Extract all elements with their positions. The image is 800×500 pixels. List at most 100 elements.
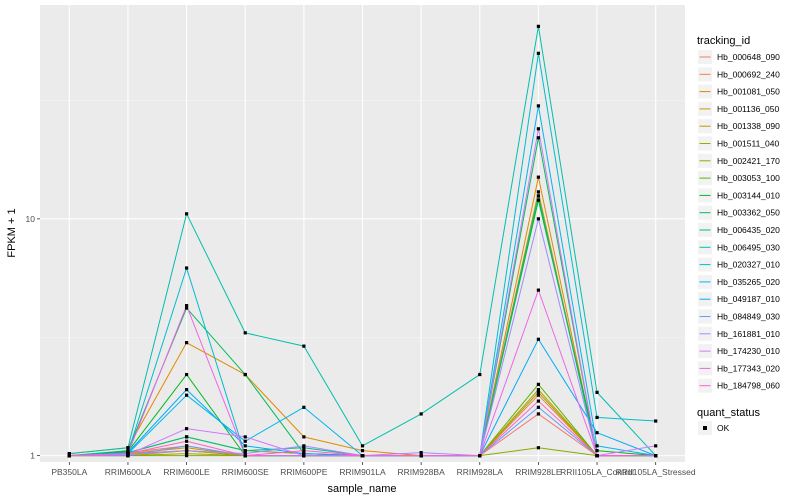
data-point bbox=[126, 449, 130, 453]
data-point bbox=[243, 331, 247, 335]
data-point bbox=[536, 446, 541, 450]
data-point bbox=[595, 444, 599, 448]
x-tick-label: PB350LA bbox=[51, 467, 87, 477]
gridlines bbox=[40, 5, 685, 462]
data-point bbox=[536, 288, 541, 292]
legend-title: tracking_id bbox=[697, 35, 750, 47]
data-point bbox=[184, 341, 189, 345]
x-tick-label: RRII105LA_Stressed bbox=[616, 467, 696, 477]
legend-label: Hb_001338_090 bbox=[717, 121, 780, 131]
data-point bbox=[654, 419, 658, 423]
x-tick-label: RRIM600LA bbox=[105, 467, 152, 477]
legend-label: Hb_000692_240 bbox=[717, 69, 780, 79]
data-point bbox=[67, 454, 71, 458]
data-point bbox=[536, 127, 541, 131]
data-point bbox=[184, 304, 189, 308]
x-tick-label: RRIM928LE bbox=[515, 467, 562, 477]
data-point bbox=[126, 446, 130, 450]
x-axis: PB350LA RRIM600LA RRIM600LE RRIM600SE RRIM60… bbox=[51, 462, 696, 477]
quant-status-title: quant_status bbox=[697, 407, 760, 419]
data-point bbox=[184, 435, 189, 439]
data-point bbox=[595, 449, 599, 453]
legend: tracking_id Hb_000648_090Hb_000692_240Hb… bbox=[697, 35, 780, 435]
data-point bbox=[595, 454, 599, 458]
data-point bbox=[536, 390, 541, 394]
data-point bbox=[536, 405, 541, 409]
y-axis: 1 10 bbox=[26, 214, 40, 461]
legend-label: Hb_084849_030 bbox=[717, 312, 780, 322]
data-point bbox=[184, 427, 189, 431]
data-point bbox=[302, 444, 306, 448]
data-point bbox=[126, 452, 130, 456]
data-point bbox=[654, 444, 658, 448]
legend-label: Hb_001511_040 bbox=[717, 139, 780, 149]
data-point bbox=[184, 393, 189, 397]
data-point bbox=[243, 372, 247, 377]
data-point bbox=[184, 454, 189, 458]
data-point bbox=[654, 454, 658, 458]
y-axis-title: FPKM + 1 bbox=[6, 208, 18, 257]
y-tick-label: 1 bbox=[30, 451, 35, 461]
data-point bbox=[536, 217, 541, 221]
data-point bbox=[184, 212, 189, 216]
data-point bbox=[243, 439, 247, 443]
legend-label: Hb_049187_010 bbox=[717, 294, 780, 304]
x-tick-label: RRIM600PE bbox=[280, 467, 328, 477]
data-point bbox=[536, 388, 541, 392]
data-point bbox=[184, 372, 189, 377]
data-point bbox=[243, 435, 247, 439]
x-axis-title: sample_name bbox=[327, 483, 396, 495]
legend-label: Hb_161881_010 bbox=[717, 329, 780, 339]
y-tick-label: 10 bbox=[26, 214, 36, 224]
x-tick-label: RRIM928BA bbox=[398, 467, 446, 477]
legend-label: Hb_006495_030 bbox=[717, 242, 780, 252]
data-point bbox=[243, 444, 247, 448]
data-point bbox=[536, 190, 541, 194]
data-point bbox=[536, 51, 541, 55]
data-point bbox=[360, 454, 365, 458]
x-tick-label: RRIM600LE bbox=[163, 467, 210, 477]
data-point bbox=[302, 446, 306, 450]
data-point bbox=[302, 435, 306, 439]
x-tick-label: RRIM600SE bbox=[222, 467, 270, 477]
data-point bbox=[243, 454, 247, 458]
legend-label: Hb_001081_050 bbox=[717, 87, 780, 97]
data-point bbox=[419, 451, 423, 455]
data-point bbox=[184, 449, 189, 453]
data-point bbox=[536, 382, 541, 386]
legend-label: Hb_001136_050 bbox=[717, 104, 780, 114]
data-points bbox=[67, 24, 658, 458]
data-point bbox=[243, 449, 247, 453]
data-point bbox=[419, 412, 423, 416]
legend-label: Hb_177343_020 bbox=[717, 363, 780, 373]
data-point bbox=[536, 24, 541, 28]
legend-label: Hb_003144_010 bbox=[717, 190, 780, 200]
legend-label: Hb_020327_010 bbox=[717, 260, 780, 270]
x-tick-label: RRIM901LA bbox=[339, 467, 386, 477]
data-point bbox=[478, 372, 482, 377]
legend-label: Hb_003362_050 bbox=[717, 208, 780, 218]
x-tick-label: RRIM928LA bbox=[457, 467, 504, 477]
data-point bbox=[184, 306, 189, 310]
legend-label: Hb_174230_010 bbox=[717, 346, 780, 356]
legend-items: Hb_000648_090 Hb_000692_240 Hb_001081_050 H… bbox=[698, 50, 780, 393]
data-point bbox=[302, 449, 306, 453]
data-point bbox=[536, 175, 541, 179]
quant-status-symbol bbox=[703, 426, 707, 430]
data-point bbox=[419, 454, 423, 458]
data-point bbox=[243, 452, 247, 456]
quant-status-label: OK bbox=[717, 423, 730, 433]
data-point bbox=[302, 454, 306, 458]
data-point bbox=[302, 344, 306, 348]
legend-label: Hb_184798_060 bbox=[717, 381, 780, 391]
data-point bbox=[536, 399, 541, 403]
data-point bbox=[67, 452, 71, 456]
data-point bbox=[536, 337, 541, 341]
data-point bbox=[536, 136, 541, 140]
legend-label: Hb_000648_090 bbox=[717, 52, 780, 62]
data-point bbox=[595, 415, 599, 420]
data-point bbox=[536, 412, 541, 416]
data-point bbox=[536, 104, 541, 108]
data-point bbox=[184, 452, 189, 456]
